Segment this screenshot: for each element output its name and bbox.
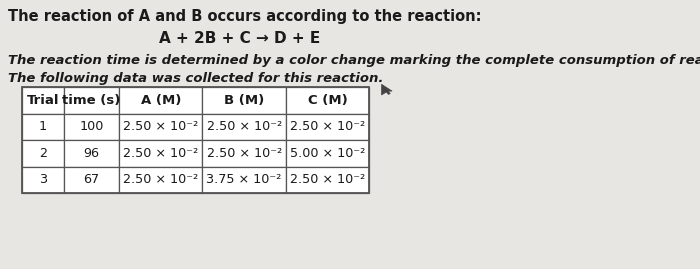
Bar bbox=[22, 167, 64, 193]
Bar bbox=[202, 167, 286, 193]
Text: 2.50 × 10⁻²: 2.50 × 10⁻² bbox=[123, 173, 198, 186]
Text: 2.50 × 10⁻²: 2.50 × 10⁻² bbox=[206, 120, 282, 133]
Text: The reaction time is determined by a color change marking the complete consumpti: The reaction time is determined by a col… bbox=[8, 54, 700, 67]
Text: The following data was collected for this reaction.: The following data was collected for thi… bbox=[8, 72, 384, 85]
Text: The reaction of A and B occurs according to the reaction:: The reaction of A and B occurs according… bbox=[8, 9, 482, 24]
Text: 2.50 × 10⁻²: 2.50 × 10⁻² bbox=[123, 120, 198, 133]
Bar bbox=[119, 167, 202, 193]
Bar bbox=[64, 167, 119, 193]
Bar bbox=[286, 167, 370, 193]
Bar bbox=[22, 140, 64, 167]
Bar bbox=[64, 87, 119, 114]
Bar bbox=[22, 114, 64, 140]
Text: 96: 96 bbox=[83, 147, 99, 160]
Bar bbox=[22, 87, 64, 114]
Bar bbox=[119, 114, 202, 140]
Bar bbox=[202, 114, 286, 140]
Text: 67: 67 bbox=[83, 173, 99, 186]
Bar bbox=[64, 140, 119, 167]
Text: 2.50 × 10⁻²: 2.50 × 10⁻² bbox=[206, 147, 282, 160]
Bar bbox=[22, 87, 370, 193]
Text: 100: 100 bbox=[79, 120, 104, 133]
Text: 2.50 × 10⁻²: 2.50 × 10⁻² bbox=[123, 147, 198, 160]
Text: 1: 1 bbox=[39, 120, 47, 133]
Text: C (M): C (M) bbox=[308, 94, 347, 107]
Bar bbox=[64, 114, 119, 140]
Bar bbox=[119, 87, 202, 114]
Text: 2.50 × 10⁻²: 2.50 × 10⁻² bbox=[290, 120, 365, 133]
Bar bbox=[286, 87, 370, 114]
Text: 3: 3 bbox=[39, 173, 47, 186]
Bar bbox=[286, 140, 370, 167]
Bar bbox=[202, 140, 286, 167]
Text: 3.75 × 10⁻²: 3.75 × 10⁻² bbox=[206, 173, 282, 186]
Text: 2: 2 bbox=[39, 147, 47, 160]
Polygon shape bbox=[382, 84, 392, 95]
Text: B (M): B (M) bbox=[224, 94, 265, 107]
Bar bbox=[202, 87, 286, 114]
Text: 5.00 × 10⁻²: 5.00 × 10⁻² bbox=[290, 147, 365, 160]
Text: 2.50 × 10⁻²: 2.50 × 10⁻² bbox=[290, 173, 365, 186]
Text: A + 2B + C → D + E: A + 2B + C → D + E bbox=[159, 31, 320, 46]
Text: time (s): time (s) bbox=[62, 94, 121, 107]
Text: A (M): A (M) bbox=[141, 94, 181, 107]
Text: Trial: Trial bbox=[27, 94, 60, 107]
Bar bbox=[286, 114, 370, 140]
Bar bbox=[119, 140, 202, 167]
